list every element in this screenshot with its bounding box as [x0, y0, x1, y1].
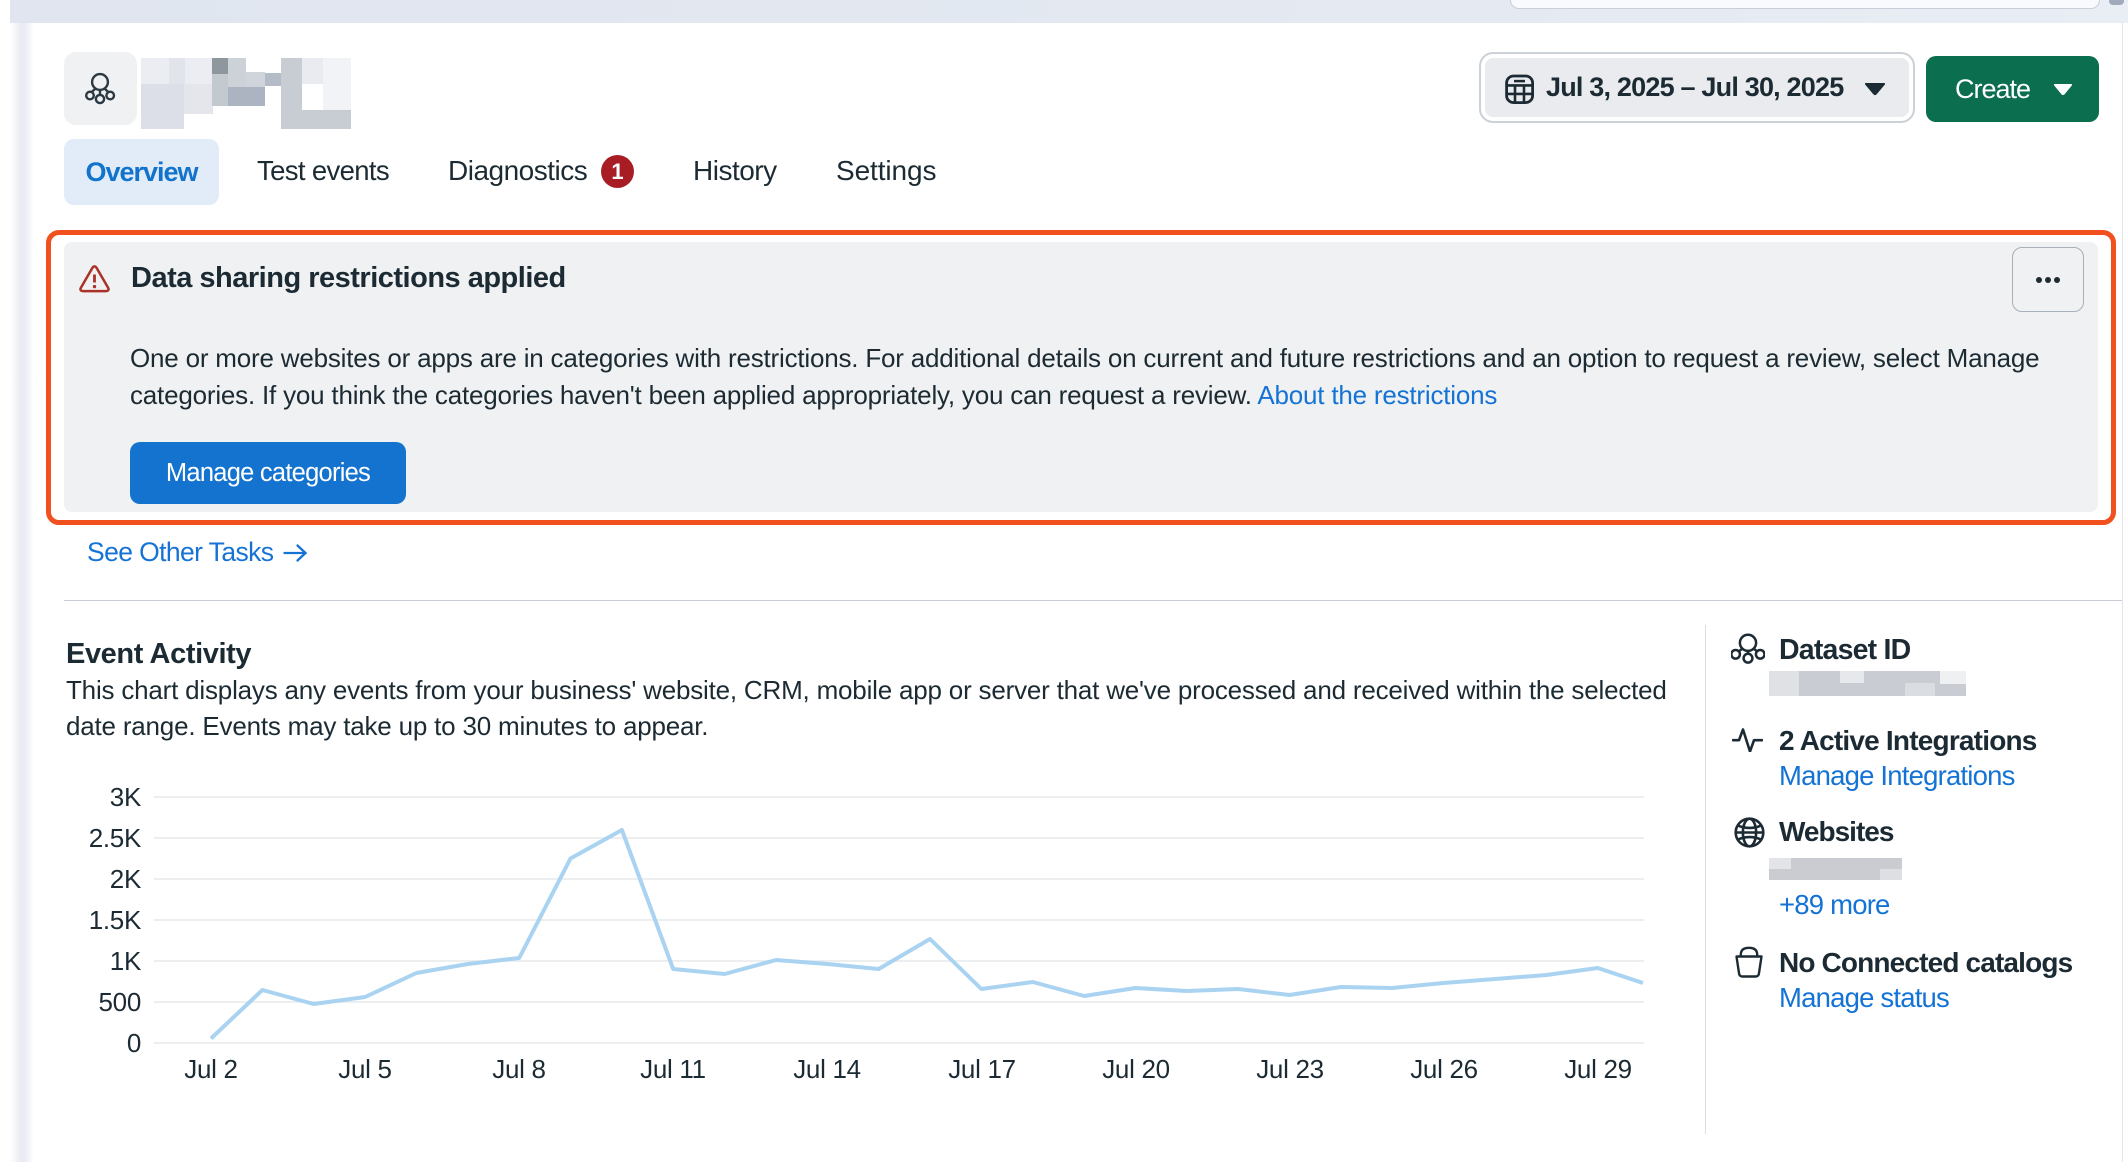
svg-text:0: 0 — [127, 1028, 141, 1058]
svg-text:Jul 14: Jul 14 — [793, 1054, 861, 1084]
svg-text:Jul 8: Jul 8 — [492, 1054, 545, 1084]
svg-text:Jul 17: Jul 17 — [948, 1054, 1016, 1084]
svg-text:Jul 11: Jul 11 — [640, 1054, 706, 1084]
svg-text:Jul 29: Jul 29 — [1564, 1054, 1632, 1084]
svg-text:Jul 23: Jul 23 — [1256, 1054, 1324, 1084]
svg-text:1K: 1K — [110, 946, 142, 976]
svg-text:Jul 20: Jul 20 — [1102, 1054, 1170, 1084]
svg-text:2K: 2K — [110, 864, 142, 894]
svg-text:3K: 3K — [110, 785, 142, 812]
svg-text:2.5K: 2.5K — [89, 823, 142, 853]
svg-text:Jul 5: Jul 5 — [338, 1054, 391, 1084]
svg-text:1.5K: 1.5K — [89, 905, 142, 935]
svg-text:500: 500 — [99, 987, 141, 1017]
svg-text:Jul 26: Jul 26 — [1410, 1054, 1478, 1084]
svg-text:Jul 2: Jul 2 — [184, 1054, 237, 1084]
